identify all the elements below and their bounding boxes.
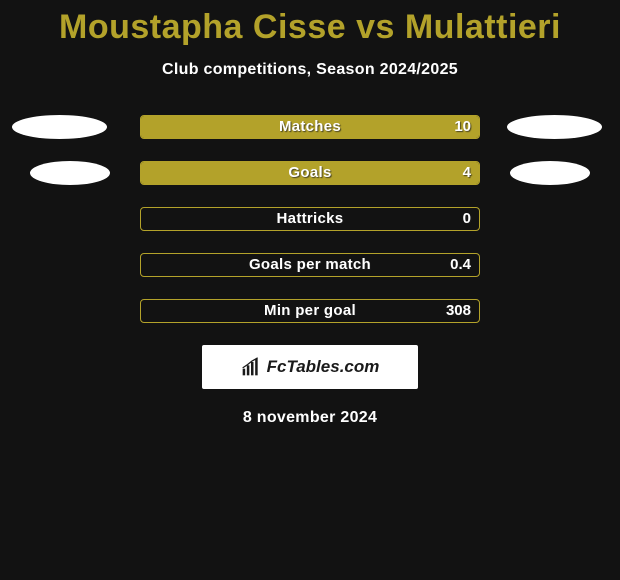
stat-value-right: 0 (463, 210, 471, 227)
stats-area: Matches10 Goals4 Hattricks0 Goals per match… (0, 115, 620, 323)
stat-bar: Goals per match0.4 (140, 253, 480, 277)
stat-label: Min per goal (141, 302, 479, 319)
stat-value-right: 0.4 (450, 256, 471, 273)
left-ellipse (12, 115, 107, 139)
stat-value-right: 4 (463, 164, 471, 181)
stat-row: Min per goal308 (0, 299, 620, 323)
stat-bar: Goals4 (140, 161, 480, 185)
stat-value-right: 308 (446, 302, 471, 319)
right-ellipse (510, 161, 590, 185)
stat-row: Goals per match0.4 (0, 253, 620, 277)
stat-bar: Min per goal308 (140, 299, 480, 323)
stat-row: Matches10 (0, 115, 620, 139)
date-text: 8 november 2024 (0, 409, 620, 427)
stat-label: Matches (141, 118, 479, 135)
badge-text: FcTables.com (267, 357, 380, 377)
stat-bar: Matches10 (140, 115, 480, 139)
stat-label: Goals (141, 164, 479, 181)
right-ellipse (507, 115, 602, 139)
chart-icon (241, 357, 261, 377)
source-badge: FcTables.com (202, 345, 418, 389)
stat-label: Hattricks (141, 210, 479, 227)
left-ellipse (30, 161, 110, 185)
page-title: Moustapha Cisse vs Mulattieri (0, 0, 620, 47)
stat-row: Hattricks0 (0, 207, 620, 231)
subtitle: Club competitions, Season 2024/2025 (0, 61, 620, 79)
stat-value-right: 10 (454, 118, 471, 135)
stat-row: Goals4 (0, 161, 620, 185)
stat-label: Goals per match (141, 256, 479, 273)
stat-bar: Hattricks0 (140, 207, 480, 231)
